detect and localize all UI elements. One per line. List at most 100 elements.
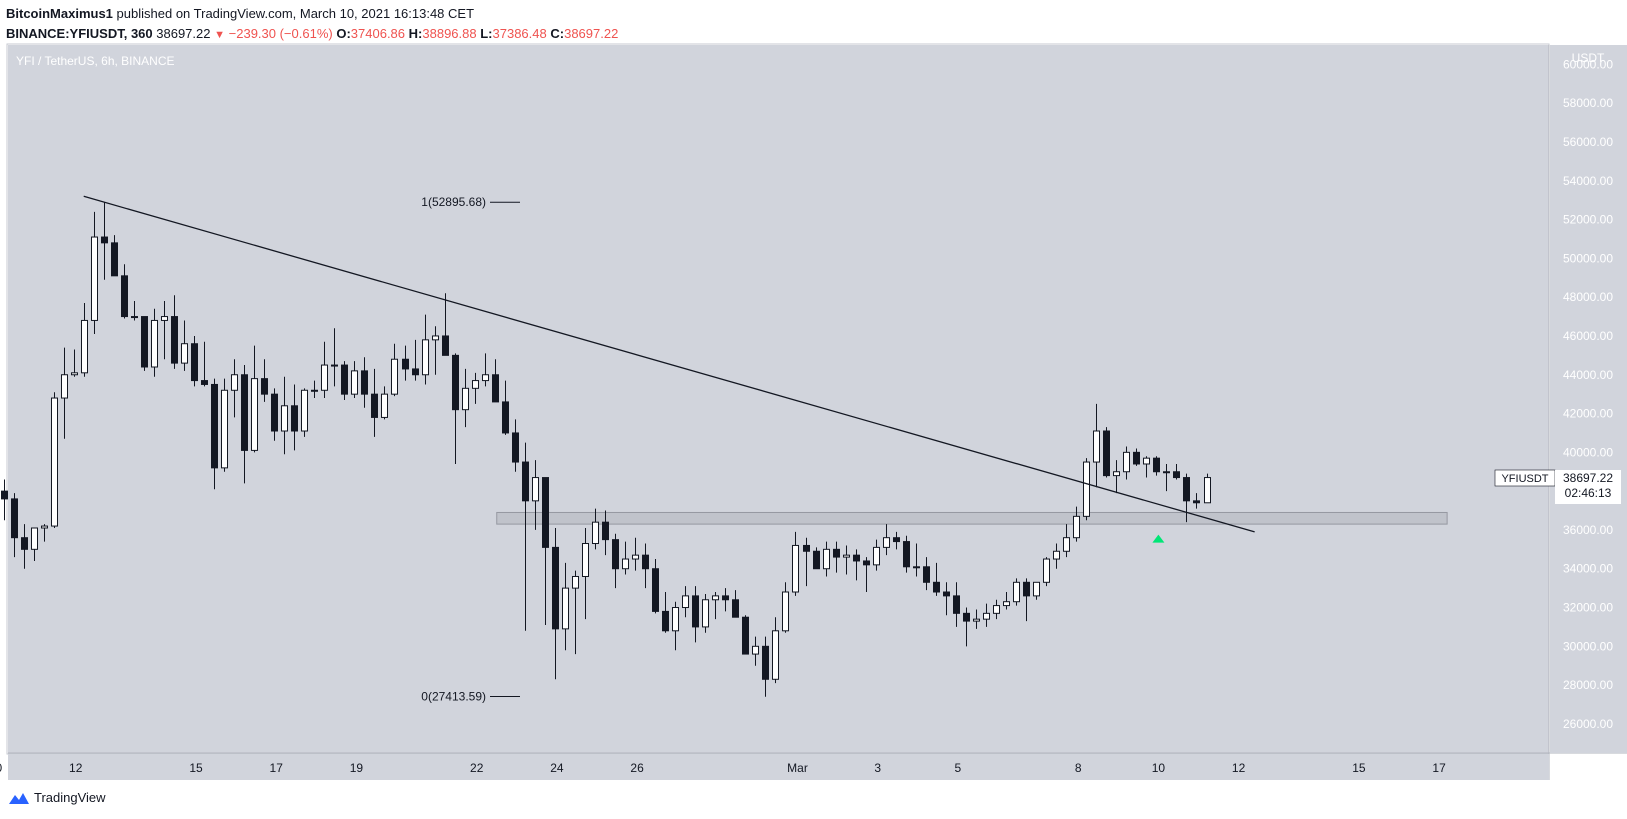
fib-level-label: 1(52895.68) xyxy=(421,195,486,209)
candle-bullish xyxy=(1003,601,1010,607)
candle-bearish xyxy=(201,380,208,385)
signal-up-arrow-icon xyxy=(1152,534,1165,543)
candle-bearish xyxy=(612,539,619,570)
candle-bearish xyxy=(853,554,860,562)
candle-bullish xyxy=(381,393,388,418)
author-link[interactable]: BitcoinMaximus1 xyxy=(6,6,113,21)
candle-bullish xyxy=(391,358,398,395)
price-tick-label: 58000.00 xyxy=(1563,96,1613,110)
candle-bearish xyxy=(933,581,940,593)
candle-bullish xyxy=(782,591,789,632)
candle-bearish xyxy=(732,599,739,618)
candle-bearish xyxy=(11,498,18,539)
high-label: H: xyxy=(408,26,423,41)
candle-bullish xyxy=(582,543,589,577)
price-tick-label: 42000.00 xyxy=(1563,407,1613,421)
candle-bullish xyxy=(883,537,890,548)
candle-bullish xyxy=(81,319,88,374)
candle-bullish xyxy=(331,364,338,367)
time-tick-label: 10 xyxy=(0,761,2,775)
candle-bullish xyxy=(1013,581,1020,603)
candle-bullish xyxy=(251,378,258,451)
candle-bullish xyxy=(993,605,1000,614)
candle-bearish xyxy=(692,595,699,628)
publish-info: published on TradingView.com, March 10, … xyxy=(116,6,475,21)
candle-bearish xyxy=(361,370,368,395)
support-zone xyxy=(496,511,1448,525)
candle-bearish xyxy=(923,566,930,583)
badge-price-bg xyxy=(1555,470,1621,504)
candle-bearish xyxy=(402,358,409,370)
candle-bullish xyxy=(562,587,569,630)
last-price: 38697.22 xyxy=(156,26,211,41)
price-badge-layer: YFIUSDT 38697.22 02:46:13 xyxy=(1494,469,1621,504)
price-tick-label: 32000.00 xyxy=(1563,601,1613,615)
candle-bullish xyxy=(321,364,328,391)
price-tick-label: 36000.00 xyxy=(1563,523,1613,537)
candle-bearish xyxy=(803,544,810,552)
chart-header: BitcoinMaximus1 published on TradingView… xyxy=(6,4,618,45)
price-tick-label: 56000.00 xyxy=(1563,135,1613,149)
candle-bullish xyxy=(1143,457,1150,465)
candle-bearish xyxy=(241,374,248,451)
trendline-layer[interactable] xyxy=(83,195,1255,533)
time-tick-label: 17 xyxy=(270,761,284,775)
candle-bearish xyxy=(552,546,559,630)
candle-bullish xyxy=(161,316,168,321)
candle-bullish xyxy=(71,372,78,376)
price-tick-label: 30000.00 xyxy=(1563,639,1613,653)
price-tick-label: 28000.00 xyxy=(1563,678,1613,692)
candle-bullish xyxy=(131,316,138,319)
time-tick-label: 22 xyxy=(470,761,484,775)
support-zone-layer xyxy=(496,511,1448,525)
candle-bullish xyxy=(91,236,98,321)
candle-bullish xyxy=(632,554,639,560)
candle-bullish xyxy=(983,612,990,620)
price-axis[interactable] xyxy=(1550,45,1627,753)
candle-bearish xyxy=(1023,581,1030,597)
down-arrow-icon: ▼ xyxy=(214,29,226,41)
candle-bearish xyxy=(1193,500,1200,504)
symbol-info: BINANCE:YFIUSDT, 360 xyxy=(6,26,153,41)
candle-bullish xyxy=(1033,581,1040,597)
footer: TradingView xyxy=(8,790,106,805)
axis-currency: USDT xyxy=(1572,51,1605,65)
candle-bullish xyxy=(301,389,308,432)
candle-bearish xyxy=(833,548,840,558)
candle-bearish xyxy=(111,242,118,277)
candle-bearish xyxy=(863,560,870,566)
candle-bearish xyxy=(271,393,278,432)
candle-bearish xyxy=(1103,430,1110,477)
candle-bearish xyxy=(602,521,609,541)
candle-bullish xyxy=(913,566,920,569)
candle-bullish xyxy=(1163,471,1170,474)
tradingview-logo-icon[interactable] xyxy=(8,791,30,805)
candle-bullish xyxy=(351,370,358,395)
candle-bullish xyxy=(432,335,439,341)
price-tick-label: 52000.00 xyxy=(1563,213,1613,227)
tradingview-brand[interactable]: TradingView xyxy=(34,790,106,805)
low-value: 37386.48 xyxy=(492,26,547,41)
candle-bearish xyxy=(1183,477,1190,502)
candle-bearish xyxy=(1173,471,1180,479)
candle-bullish xyxy=(61,374,68,399)
candle-bullish xyxy=(1204,477,1211,504)
candle-bearish xyxy=(412,368,419,376)
candles xyxy=(1,202,1211,697)
candle-bearish xyxy=(492,374,499,403)
candle-bearish xyxy=(101,236,108,244)
candle-bearish xyxy=(742,616,749,655)
candle-bullish xyxy=(181,343,188,364)
time-axis[interactable] xyxy=(8,754,1549,780)
candle-bearish xyxy=(21,537,28,550)
candle-bullish xyxy=(1113,471,1120,477)
high-value: 38896.88 xyxy=(422,26,477,41)
time-tick-label: 12 xyxy=(69,761,83,775)
candle-bearish xyxy=(953,595,960,614)
candle-bullish xyxy=(281,405,288,432)
candle-bearish xyxy=(1,490,8,500)
candle-bullish xyxy=(151,319,158,368)
candle-bearish xyxy=(903,541,910,568)
price-tick-label: 46000.00 xyxy=(1563,329,1613,343)
